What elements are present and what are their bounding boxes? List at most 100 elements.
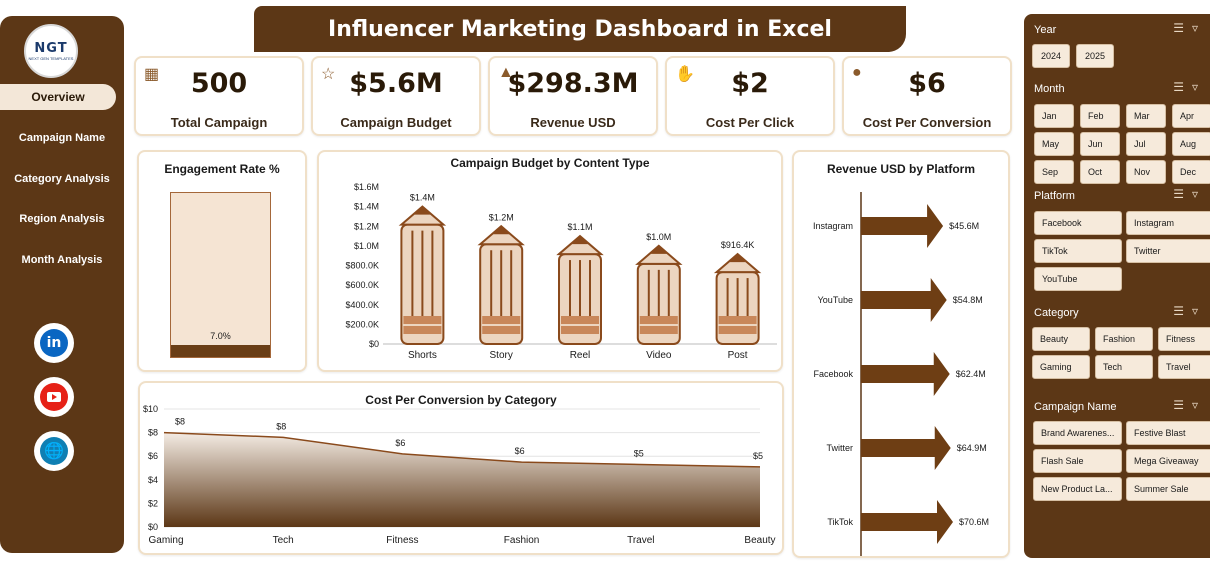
revenue-arrow-bar bbox=[861, 500, 953, 544]
nav-month-analysis[interactable]: Month Analysis bbox=[21, 254, 103, 266]
budget-category-label: Post bbox=[728, 350, 748, 361]
kpi-value: $2 bbox=[731, 68, 769, 99]
cpc-ytick: $2 bbox=[148, 498, 158, 508]
cpc-category-label: Fitness bbox=[386, 535, 418, 546]
month-option[interactable]: Oct bbox=[1080, 160, 1120, 184]
budget-bar bbox=[477, 224, 525, 345]
revenue-data-label: $64.9M bbox=[957, 443, 987, 453]
campaign-icon: ▦ bbox=[144, 66, 160, 83]
globe-icon: 🌐 bbox=[40, 437, 68, 465]
category-option[interactable]: Gaming bbox=[1032, 355, 1090, 379]
left-sidebar: NGT NEXT GEN TEMPLATES Overview Campaign… bbox=[0, 16, 124, 553]
campaign-option[interactable]: Flash Sale bbox=[1033, 449, 1122, 473]
category-option[interactable]: Tech bbox=[1095, 355, 1153, 379]
platform-slicer-clear-icon[interactable]: ☰▿ bbox=[1173, 187, 1206, 201]
month-option[interactable]: May bbox=[1034, 132, 1074, 156]
campaign-option[interactable]: Mega Giveaway bbox=[1126, 449, 1210, 473]
month-option[interactable]: Sep bbox=[1034, 160, 1074, 184]
category-option[interactable]: Fashion bbox=[1095, 327, 1153, 351]
revenue-arrow-bar bbox=[861, 426, 951, 470]
month-option[interactable]: Jul bbox=[1126, 132, 1166, 156]
platform-option[interactable]: Twitter bbox=[1126, 239, 1210, 263]
platform-option[interactable]: Facebook bbox=[1034, 211, 1122, 235]
dashboard-title: Influencer Marketing Dashboard in Excel bbox=[254, 6, 906, 52]
budget-ytick: $1.6M bbox=[354, 182, 379, 192]
campaign-slicer-clear-icon[interactable]: ☰▿ bbox=[1173, 398, 1206, 412]
cpc-category-label: Travel bbox=[627, 535, 654, 546]
revenue-category-label: TikTok bbox=[827, 517, 853, 527]
nav-overview[interactable]: Overview bbox=[0, 84, 116, 110]
campaign-option[interactable]: Festive Blast bbox=[1126, 421, 1210, 445]
year-slicer-title: Year bbox=[1034, 24, 1057, 36]
cpc-data-label: $6 bbox=[395, 438, 405, 448]
platform-option[interactable]: TikTok bbox=[1034, 239, 1122, 263]
category-slicer-title: Category bbox=[1034, 307, 1079, 319]
website-button[interactable]: 🌐 bbox=[34, 431, 74, 471]
pencil-tip bbox=[650, 245, 667, 254]
pencil-band bbox=[718, 326, 757, 334]
cpc-data-label: $6 bbox=[515, 446, 525, 456]
pencil-band bbox=[403, 316, 442, 324]
month-option[interactable]: Feb bbox=[1080, 104, 1120, 128]
category-option[interactable]: Beauty bbox=[1032, 327, 1090, 351]
nav-campaign-name[interactable]: Campaign Name bbox=[18, 132, 106, 144]
month-option[interactable]: Jan bbox=[1034, 104, 1074, 128]
pencil-cone bbox=[556, 234, 604, 256]
pencil-band bbox=[403, 326, 442, 334]
kpi-value: $5.6M bbox=[349, 68, 443, 99]
cpc-data-label: $5 bbox=[634, 448, 644, 458]
engagement-fill bbox=[171, 345, 270, 357]
ngt-logo: NGT NEXT GEN TEMPLATES bbox=[24, 24, 78, 78]
year-slicer-clear-icon[interactable]: ☰▿ bbox=[1173, 21, 1206, 35]
linkedin-button[interactable]: in bbox=[34, 323, 74, 363]
month-slicer-clear-icon[interactable]: ☰▿ bbox=[1173, 80, 1206, 94]
revenue-arrow-bar bbox=[861, 204, 944, 248]
pencil-cone bbox=[635, 244, 683, 265]
month-option[interactable]: Mar bbox=[1126, 104, 1166, 128]
category-option[interactable]: Travel bbox=[1158, 355, 1210, 379]
youtube-button[interactable] bbox=[34, 377, 74, 417]
cpc-line bbox=[163, 431, 761, 468]
platform-slicer-title: Platform bbox=[1034, 190, 1075, 202]
month-option[interactable]: Jun bbox=[1080, 132, 1120, 156]
kpi-campaign-budget: ☆ $5.6M Campaign Budget bbox=[311, 56, 481, 136]
conversion-icon: ● bbox=[852, 64, 862, 81]
platform-option[interactable]: Instagram bbox=[1126, 211, 1210, 235]
pencil-cone bbox=[477, 224, 525, 246]
revenue-category-label: Facebook bbox=[813, 369, 853, 379]
category-option[interactable]: Fitness bbox=[1158, 327, 1210, 351]
revenue-data-label: $62.4M bbox=[956, 369, 986, 379]
cpc-chart-title: Cost Per Conversion by Category bbox=[365, 393, 557, 407]
youtube-icon bbox=[40, 383, 68, 411]
month-slicer-title: Month bbox=[1034, 83, 1065, 95]
budget-ytick: $200.0K bbox=[345, 319, 379, 329]
budget-ytick: $600.0K bbox=[345, 280, 379, 290]
pencil-band bbox=[561, 316, 599, 324]
kpi-label: Cost Per Conversion bbox=[862, 115, 992, 130]
pencil-cone bbox=[398, 205, 447, 226]
month-option[interactable]: Dec bbox=[1172, 160, 1210, 184]
category-slicer-clear-icon[interactable]: ☰▿ bbox=[1173, 304, 1206, 318]
pencil-band bbox=[718, 316, 757, 324]
cpc-ytick: $10 bbox=[143, 404, 158, 414]
month-option[interactable]: Apr bbox=[1172, 104, 1210, 128]
budget-ytick: $400.0K bbox=[345, 300, 379, 310]
month-option[interactable]: Nov bbox=[1126, 160, 1166, 184]
campaign-option[interactable]: Summer Sale bbox=[1126, 477, 1210, 501]
nav-category-analysis[interactable]: Category Analysis bbox=[14, 173, 110, 185]
pencil-tip bbox=[493, 226, 510, 235]
pencil-band bbox=[482, 316, 521, 324]
campaign-slicer-title: Campaign Name bbox=[1034, 401, 1117, 413]
year-option[interactable]: 2025 bbox=[1076, 44, 1114, 68]
pencil-band bbox=[639, 316, 678, 324]
platform-option[interactable]: YouTube bbox=[1034, 267, 1122, 291]
budget-data-label: $1.0M bbox=[646, 232, 671, 242]
logo-text: NGT bbox=[34, 41, 68, 56]
year-option[interactable]: 2024 bbox=[1032, 44, 1070, 68]
campaign-option[interactable]: New Product La... bbox=[1033, 477, 1122, 501]
kpi-label: Campaign Budget bbox=[340, 115, 452, 130]
nav-region-analysis[interactable]: Region Analysis bbox=[19, 213, 105, 225]
month-option[interactable]: Aug bbox=[1172, 132, 1210, 156]
revenue-arrow-bar bbox=[861, 352, 950, 396]
campaign-option[interactable]: Brand Awarenes... bbox=[1033, 421, 1122, 445]
